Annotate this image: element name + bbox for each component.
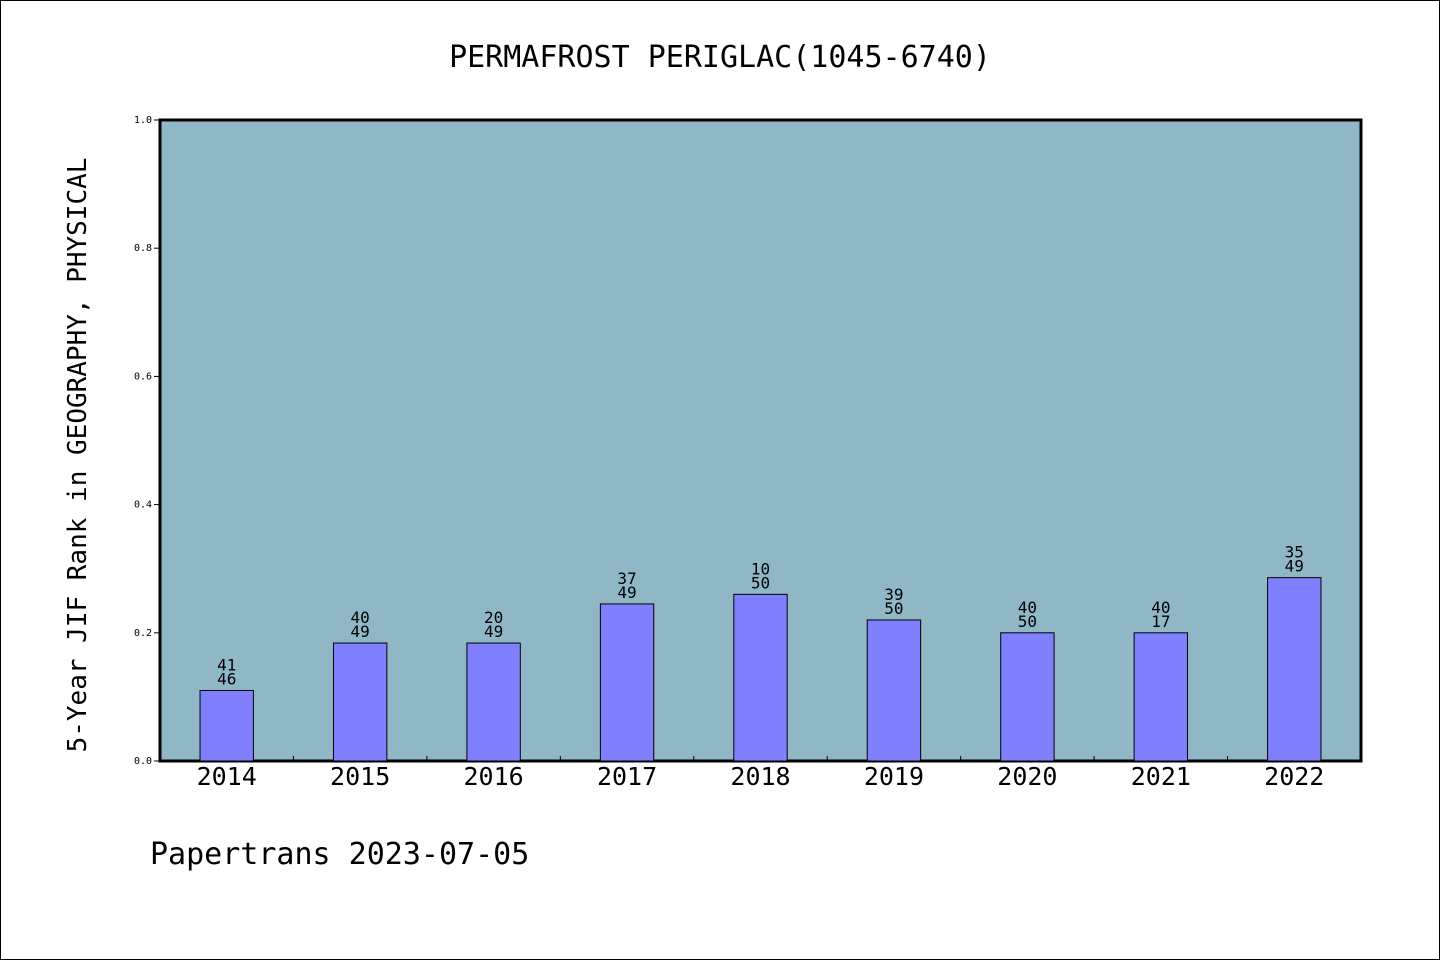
bar-2022 [1267, 577, 1322, 762]
x-tick-label: 2022 [1264, 762, 1324, 791]
bar-2018 [733, 593, 788, 762]
bar-2019 [866, 619, 922, 762]
bar-label-bottom: 49 [617, 583, 636, 602]
bar-label-bottom: 50 [751, 573, 770, 592]
bar-label-bottom: 49 [1285, 557, 1304, 576]
bar-label-bottom: 17 [1151, 612, 1170, 631]
bar-label-bottom: 49 [351, 622, 370, 641]
y-tick-labels: 0.0 0.2 0.4 0.6 0.8 1.0 [134, 115, 152, 767]
y-axis-label: 5-Year JIF Rank in GEOGRAPHY, PHYSICAL [63, 158, 93, 753]
bar-label-bottom: 50 [884, 599, 903, 618]
bar-label-top: 10 [751, 559, 770, 578]
bar-label-bottom: 49 [484, 622, 503, 641]
y-tick-label: 0.6 [134, 371, 152, 382]
bar-label-top: 35 [1285, 543, 1304, 562]
x-tick-labels: 2014 2015 2016 2017 2018 2019 2020 2021 2022 [197, 762, 1325, 791]
bar-2021 [1133, 632, 1189, 762]
x-tick-label: 2021 [1131, 762, 1191, 791]
bar-label-top: 20 [484, 608, 503, 627]
bars [199, 577, 1322, 762]
bar-label-bottom: 50 [1018, 612, 1037, 631]
bar-label-top: 39 [884, 585, 903, 604]
bar-label-top: 41 [217, 655, 236, 674]
bar-label-bottom: 46 [217, 669, 236, 688]
bar-2015 [332, 642, 388, 762]
x-tick-label: 2019 [864, 762, 924, 791]
chart-title: PERMAFROST PERIGLAC(1045-6740) [449, 40, 991, 75]
bar-label-top: 37 [617, 569, 636, 588]
bar-2020 [1000, 632, 1055, 762]
y-tick-label: 0.8 [134, 243, 152, 254]
bar-label-top: 40 [351, 608, 370, 627]
bar-2016 [466, 642, 521, 762]
bar-label-top: 40 [1018, 598, 1037, 617]
y-tick-label: 0.4 [134, 500, 152, 511]
x-tick-label: 2014 [197, 762, 257, 791]
axis-ticks [154, 119, 1229, 762]
x-tick-label: 2016 [464, 762, 524, 791]
x-tick-label: 2020 [997, 762, 1057, 791]
bar-2017 [599, 603, 655, 762]
y-tick-label: 0.0 [134, 756, 152, 767]
footer-text: Papertrans 2023-07-05 [150, 837, 529, 872]
y-tick-label: 0.2 [134, 628, 152, 639]
bar-2014 [199, 689, 254, 762]
bar-label-top: 40 [1151, 598, 1170, 617]
x-tick-label: 2015 [330, 762, 390, 791]
y-tick-label: 1.0 [134, 115, 152, 126]
x-tick-label: 2018 [730, 762, 790, 791]
x-tick-label: 2017 [597, 762, 657, 791]
